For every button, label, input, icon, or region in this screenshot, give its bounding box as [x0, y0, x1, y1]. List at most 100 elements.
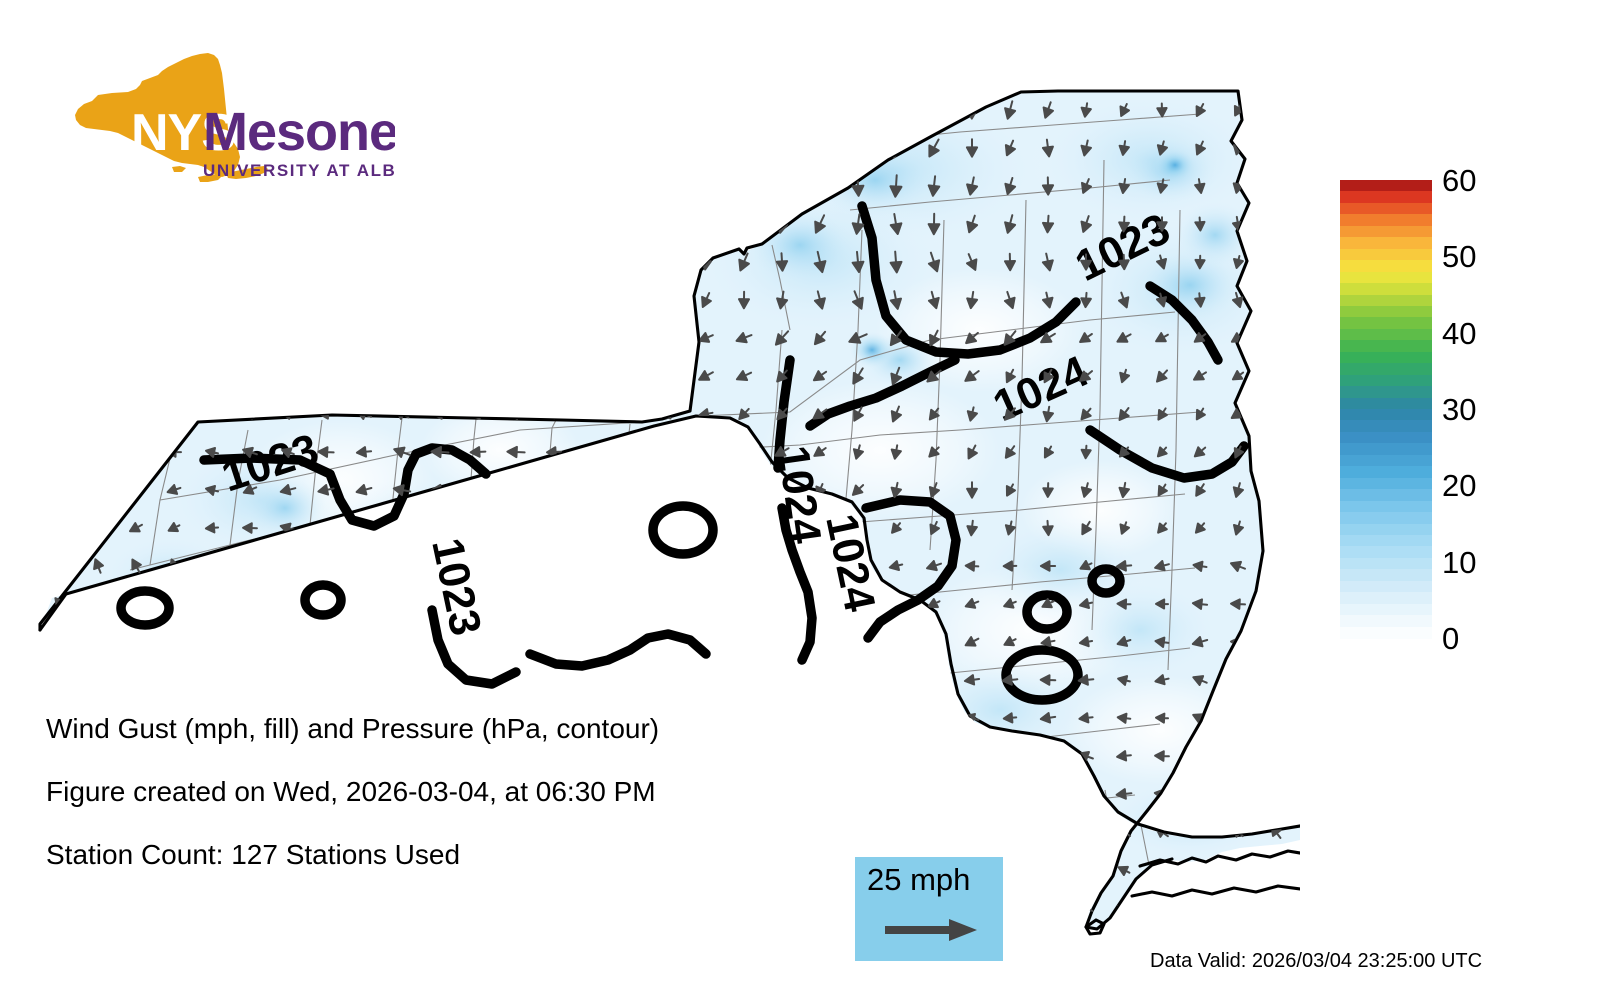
reference-arrow-icon — [885, 919, 977, 941]
colorbar-segment — [1340, 340, 1432, 353]
wind-arrow — [546, 142, 562, 153]
wind-arrow — [1232, 291, 1244, 309]
wind-arrow — [1270, 216, 1282, 232]
wind-arrow — [279, 484, 297, 496]
wind-arrow — [927, 99, 941, 121]
wind-arrow — [357, 294, 371, 305]
wind-arrow — [319, 180, 333, 192]
wind-arrow — [927, 251, 941, 273]
wind-arrow — [204, 522, 220, 534]
wind-arrow — [585, 595, 599, 613]
wind-arrow — [774, 330, 790, 346]
wind-arrow — [1119, 368, 1130, 384]
wind-arrow — [470, 104, 486, 115]
colorbar-segment — [1340, 523, 1432, 536]
wind-arrow — [812, 674, 828, 686]
wind-arrow — [1039, 788, 1057, 800]
wind-arrow — [1004, 252, 1016, 272]
wind-arrow — [128, 484, 144, 495]
colorbar-segment — [1340, 328, 1432, 342]
wind-arrow — [700, 598, 712, 610]
wind-arrow — [169, 217, 180, 231]
wind-arrow — [1040, 826, 1056, 838]
wind-arrow — [548, 593, 561, 615]
wind-arrow — [167, 180, 181, 191]
wind-arrow — [1040, 636, 1056, 648]
wind-arrow — [279, 522, 297, 534]
colorbar-segment — [1340, 397, 1432, 410]
wind-arrow — [1191, 598, 1209, 610]
wind-arrow — [926, 369, 942, 383]
wind-arrow — [206, 294, 218, 306]
wind-arrow — [396, 901, 407, 915]
wind-arrow — [205, 256, 219, 267]
wind-arrow — [548, 255, 560, 269]
wind-arrow — [167, 522, 181, 533]
wind-arrow — [206, 557, 218, 575]
wind-arrow — [1118, 178, 1130, 194]
wind-arrow — [1269, 675, 1283, 686]
wind-arrow — [1078, 826, 1094, 838]
wind-arrow — [505, 521, 527, 535]
wind-arrow — [282, 595, 295, 613]
wind-arrow — [508, 370, 524, 382]
wind-arrow — [51, 408, 69, 420]
colorbar-segment — [1340, 386, 1432, 399]
logo-subtitle-text: UNIVERSITY AT ALBANY — [203, 161, 395, 180]
wind-arrow — [1192, 788, 1208, 800]
wind-arrow — [928, 138, 940, 158]
wind-arrow — [1042, 482, 1054, 498]
wind-arrow — [966, 253, 978, 271]
wind-arrow — [281, 447, 295, 458]
colorbar-segment — [1340, 260, 1432, 273]
wind-arrow — [317, 484, 335, 496]
wind-arrow — [926, 636, 942, 648]
colorbar-tick-labels: 60 50 40 30 20 10 0 — [1442, 160, 1562, 660]
wind-arrow — [469, 446, 487, 458]
caption-station-count: Station Count: 127 Stations Used — [46, 839, 461, 870]
wind-arrow — [1080, 139, 1092, 157]
wind-arrow — [93, 596, 104, 612]
wind-arrow — [129, 522, 143, 533]
wind-arrow — [1229, 788, 1247, 800]
wind-arrow — [1195, 407, 1206, 421]
wind-arrow — [1004, 100, 1017, 120]
caption-block: Wind Gust (mph, fill) and Pressure (hPa,… — [46, 715, 836, 904]
wind-arrow — [660, 484, 676, 495]
ny-wind-gust-map[interactable]: 1023 1023 1023 1024 1024 1024 — [0, 30, 1300, 940]
wind-arrow — [890, 366, 902, 386]
wind-arrow — [773, 598, 791, 610]
wind-arrow — [168, 671, 180, 689]
wind-arrow — [1079, 598, 1093, 609]
wind-arrow — [432, 333, 448, 344]
wind-arrow — [356, 104, 372, 115]
wind-arrow — [1270, 292, 1282, 308]
wind-arrow — [891, 522, 902, 534]
wind-arrow — [1155, 712, 1169, 724]
wind-arrow — [355, 446, 373, 458]
wind-arrow — [395, 591, 409, 617]
wind-arrow — [129, 333, 143, 344]
wind-arrow — [55, 216, 66, 232]
colorbar-segment — [1340, 500, 1432, 513]
wind-arrow — [851, 250, 865, 274]
wind-arrow — [1268, 561, 1284, 572]
wind-arrow — [587, 254, 598, 270]
wind-arrow — [966, 214, 979, 234]
colorbar-segment — [1340, 305, 1432, 319]
wind-arrow — [586, 217, 598, 231]
wind-arrow — [1002, 789, 1018, 800]
wind-arrow — [1155, 332, 1169, 343]
wind-arrow — [584, 674, 600, 686]
wind-arrow — [1041, 138, 1054, 158]
colorbar-tick-20: 20 — [1442, 468, 1477, 504]
wind-arrow — [1004, 177, 1017, 195]
colorbar-tick-50: 50 — [1442, 239, 1477, 275]
wind-arrow — [168, 294, 180, 306]
wind-arrow — [1118, 291, 1130, 309]
wind-arrow — [280, 332, 296, 344]
wind-arrow — [623, 217, 637, 231]
wind-arrow — [131, 180, 142, 192]
wind-arrow — [661, 675, 675, 686]
